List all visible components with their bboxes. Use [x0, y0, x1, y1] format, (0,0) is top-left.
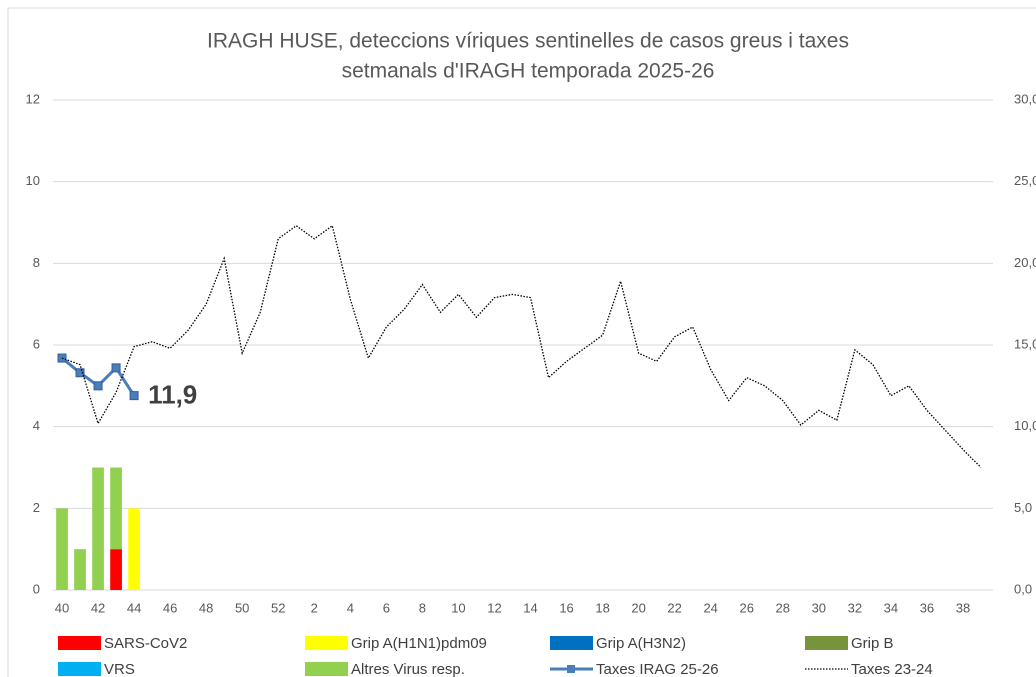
x-tick-label: 22 [667, 600, 681, 615]
y2-tick-label: 5,0 [1014, 500, 1032, 515]
x-tick-label: 14 [523, 600, 537, 615]
legend-label: Grip A(H3N2) [596, 635, 686, 652]
y-tick-label: 4 [33, 418, 40, 433]
y2-tick-label: 0,0 [1014, 581, 1032, 596]
x-tick-label: 8 [419, 600, 426, 615]
y-tick-label: 8 [33, 255, 40, 270]
y2-tick-label: 10,0 [1014, 418, 1036, 433]
legend-swatch [58, 636, 101, 650]
y-tick-label: 12 [26, 91, 40, 106]
legend-label: Grip B [851, 635, 894, 652]
x-tick-label: 12 [487, 600, 501, 615]
x-tick-label: 38 [956, 600, 970, 615]
bar [110, 549, 122, 590]
line-marker [75, 368, 85, 378]
bar [110, 467, 122, 550]
legend-swatch [305, 662, 348, 676]
y2-tick-label: 30,0 [1014, 91, 1036, 106]
legend-label: SARS-CoV2 [104, 635, 187, 652]
bar [92, 467, 104, 590]
chart-title: IRAGH HUSE, deteccions víriques sentinel… [207, 30, 849, 53]
x-tick-label: 50 [235, 600, 249, 615]
x-tick-label: 40 [55, 600, 69, 615]
x-tick-label: 52 [271, 600, 285, 615]
y-tick-label: 10 [26, 173, 40, 188]
x-tick-label: 44 [127, 600, 141, 615]
line-marker [93, 381, 103, 391]
x-tick-label: 16 [559, 600, 573, 615]
x-tick-label: 20 [631, 600, 645, 615]
y2-tick-label: 15,0 [1014, 336, 1036, 351]
bar [74, 549, 86, 590]
x-tick-label: 32 [848, 600, 862, 615]
x-tick-label: 2 [311, 600, 318, 615]
y-tick-label: 0 [33, 581, 40, 596]
legend-label: VRS [104, 661, 135, 677]
line-marker [129, 391, 139, 401]
x-tick-label: 4 [347, 600, 354, 615]
x-tick-label: 10 [451, 600, 465, 615]
line-series [61, 224, 982, 468]
x-tick-label: 34 [884, 600, 898, 615]
legend-label: Taxes 23-24 [851, 661, 933, 677]
x-tick-label: 36 [920, 600, 934, 615]
legend-swatch [805, 636, 848, 650]
legend-swatch [305, 636, 348, 650]
y-tick-label: 6 [33, 336, 40, 351]
legend-label: Taxes IRAG 25-26 [596, 661, 719, 677]
x-tick-label: 6 [383, 600, 390, 615]
line-marker [111, 363, 121, 373]
bar [56, 508, 68, 590]
x-tick-label: 30 [812, 600, 826, 615]
y2-tick-label: 20,0 [1014, 255, 1036, 270]
x-tick-label: 26 [740, 600, 754, 615]
legend-swatch [58, 662, 101, 676]
chart-title: setmanals d'IRAGH temporada 2025-26 [342, 60, 715, 83]
legend-swatch [550, 636, 593, 650]
line-marker [57, 353, 67, 363]
x-tick-label: 46 [163, 600, 177, 615]
y2-tick-label: 25,0 [1014, 173, 1036, 188]
x-tick-label: 42 [91, 600, 105, 615]
x-tick-label: 18 [595, 600, 609, 615]
x-tick-label: 24 [703, 600, 717, 615]
x-tick-label: 48 [199, 600, 213, 615]
legend: SARS-CoV2 Grip A(H1N1)pdm09 Grip A(H3N2) Gr… [58, 635, 933, 677]
data-label: 11,9 [148, 380, 197, 410]
bar [128, 508, 140, 590]
legend-swatch [567, 665, 575, 673]
legend-label: Altres Virus resp. [351, 661, 465, 677]
chart-border [7, 7, 1036, 677]
x-tick-label: 28 [776, 600, 790, 615]
y-tick-label: 2 [33, 500, 40, 515]
legend-label: Grip A(H1N1)pdm09 [351, 635, 487, 652]
